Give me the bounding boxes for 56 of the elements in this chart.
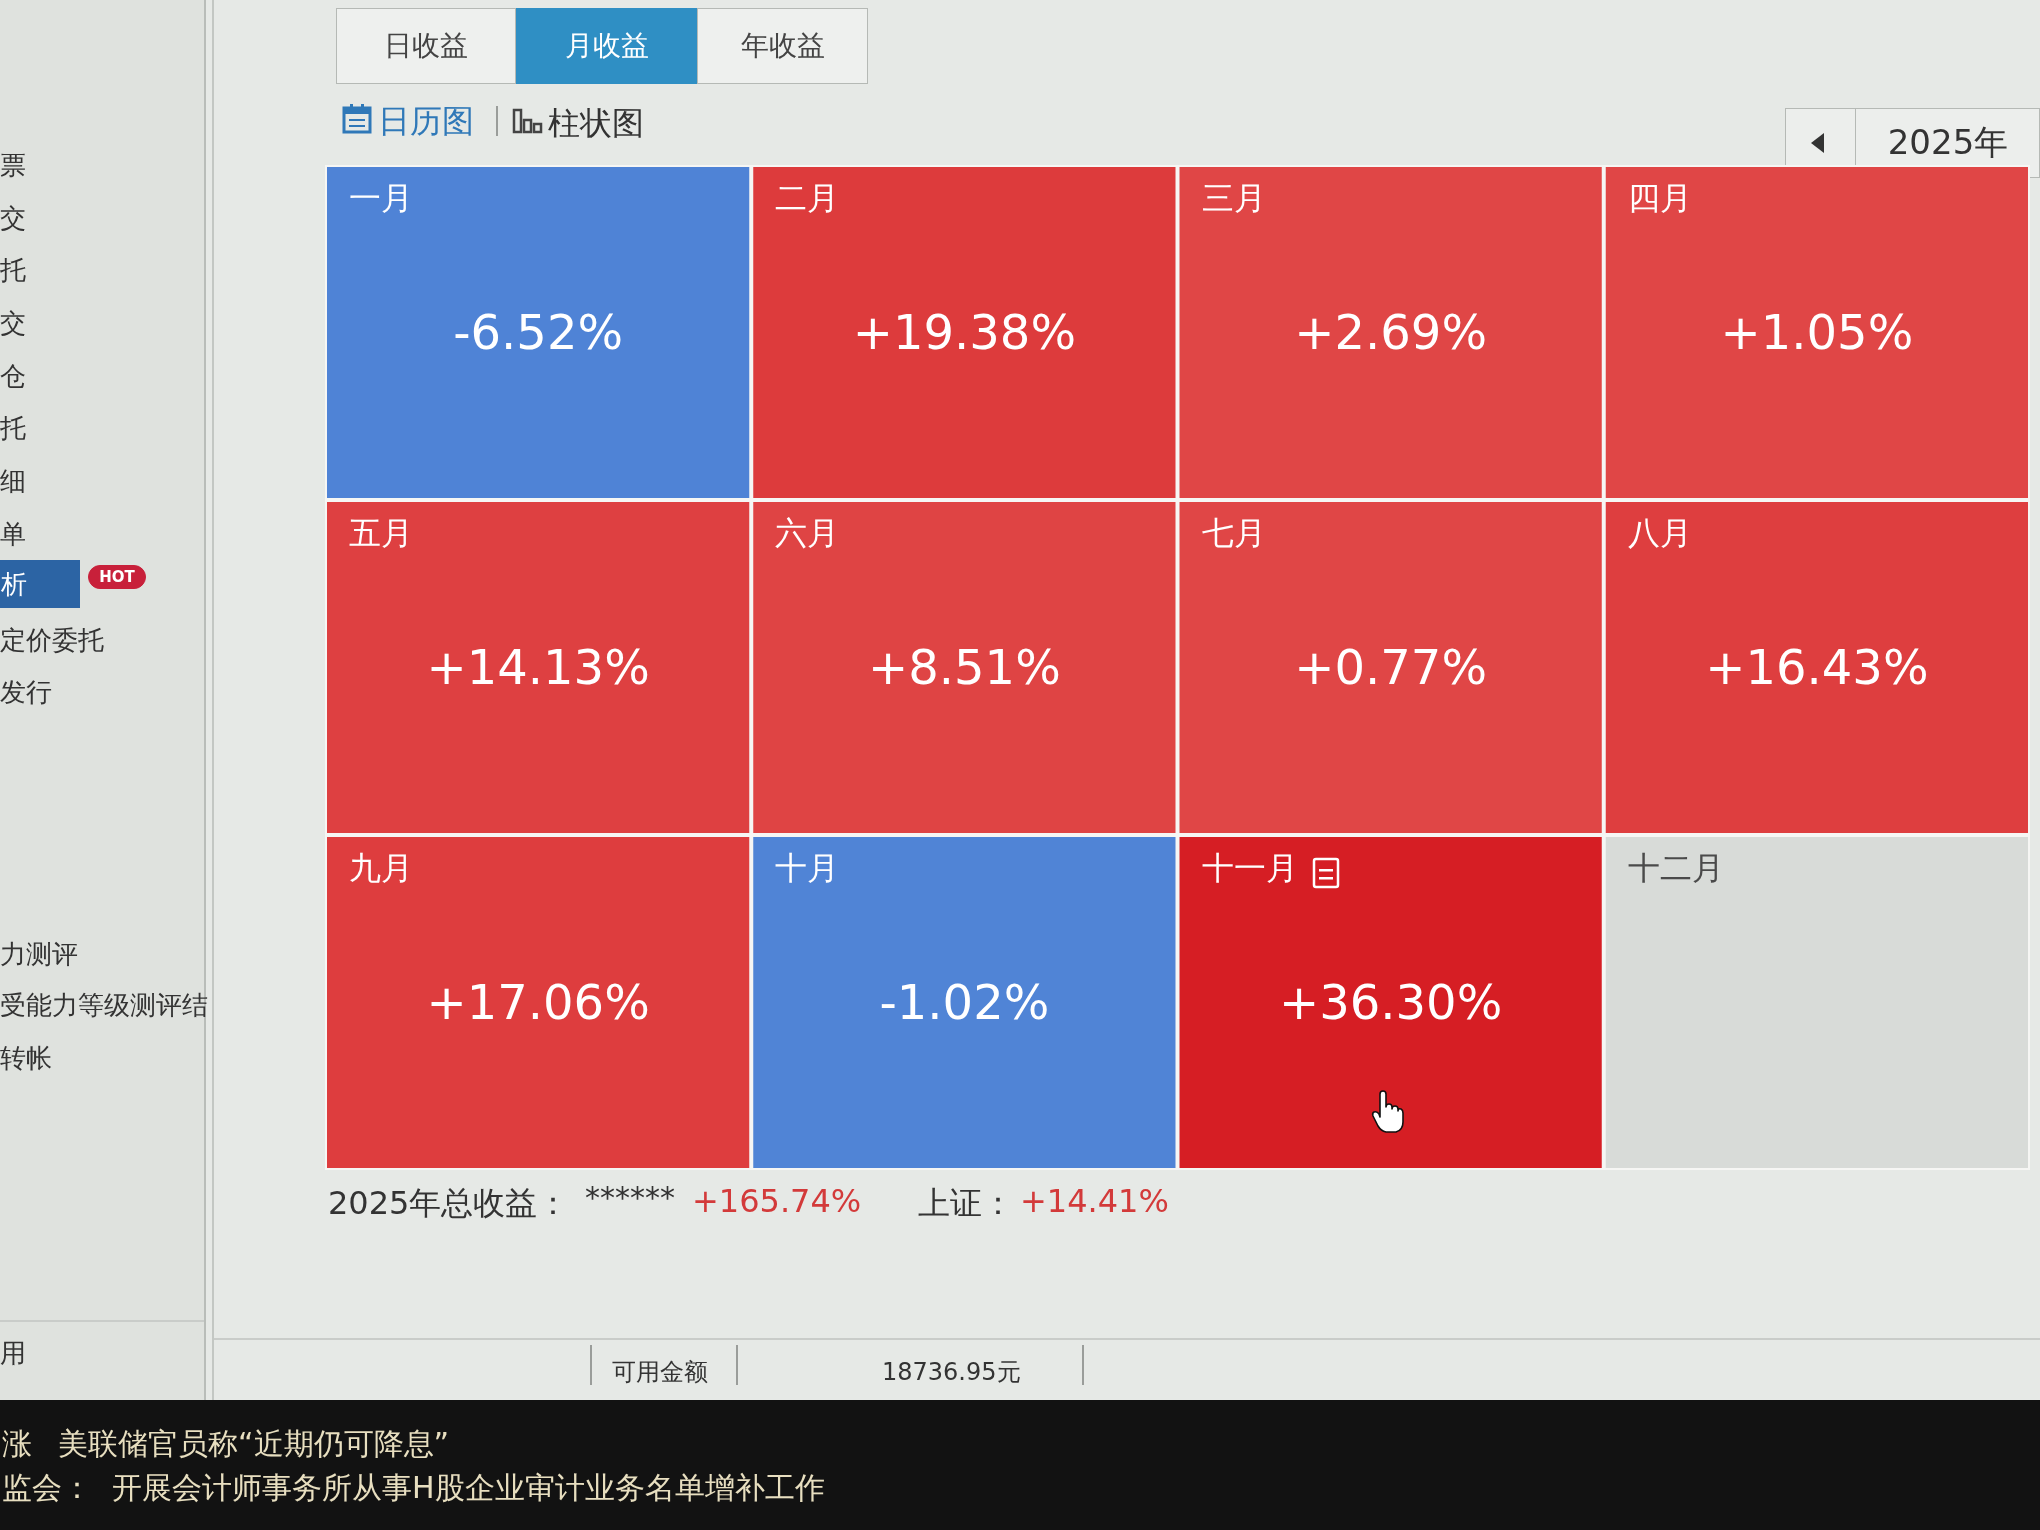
text: 用	[0, 1337, 26, 1370]
text: 转帐	[0, 1042, 52, 1075]
text: 托	[0, 254, 26, 287]
text: 年收益	[697, 8, 868, 84]
category-label: 五月	[349, 514, 413, 553]
text: ******	[585, 1180, 675, 1215]
category-label: 十一月	[1201, 849, 1298, 888]
category-label: 一月	[349, 179, 413, 218]
data-label: +2.69%	[1294, 303, 1487, 360]
text: +165.74%	[692, 1182, 862, 1220]
category-label: 四月	[1627, 179, 1692, 218]
category-label: 三月	[1201, 179, 1266, 218]
data-label: +19.38%	[852, 303, 1076, 360]
text: 美联储官员称“近期仍可降息”	[58, 1425, 450, 1463]
data-label: +14.13%	[426, 638, 650, 695]
text: 上证：	[918, 1183, 1014, 1224]
text: 单	[0, 518, 26, 551]
text: 月收益	[516, 8, 697, 84]
data-label: +1.05%	[1720, 303, 1914, 360]
text: 日历图	[378, 101, 474, 142]
data-label: -1.02%	[879, 973, 1050, 1030]
data-label: +8.51%	[868, 638, 1061, 695]
text: 开展会计师事务所从事H股企业审计业务名单增补工作	[112, 1469, 825, 1507]
text: 2025年总收益：	[328, 1183, 570, 1224]
text: 2025年	[1886, 121, 2010, 164]
text: 受能力等级测评结	[0, 989, 208, 1022]
text: 定价委托	[0, 624, 104, 657]
text: 托	[0, 412, 26, 445]
text: 发行	[0, 676, 52, 709]
text: 析	[0, 560, 80, 608]
text: HOT	[88, 565, 146, 589]
text: 力测评	[0, 938, 78, 971]
data-label: +16.43%	[1705, 638, 1929, 695]
category-label: 十月	[775, 849, 840, 888]
text: 票	[0, 149, 26, 182]
data-label: -6.52%	[453, 303, 624, 360]
category-label: 六月	[775, 514, 840, 553]
text: 细	[0, 465, 26, 498]
text: 涨	[2, 1425, 32, 1463]
category-label: 十二月	[1627, 849, 1724, 888]
text: 监会：	[2, 1469, 92, 1507]
data-label: +36.30%	[1279, 973, 1503, 1030]
text: 可用金额	[612, 1357, 708, 1388]
category-label: 八月	[1627, 514, 1692, 553]
text: 日收益	[336, 8, 516, 84]
category-label: 九月	[349, 849, 413, 888]
text: 柱状图	[548, 103, 644, 144]
text: 交	[0, 202, 26, 235]
text: +14.41%	[1020, 1182, 1169, 1220]
text: 仓	[0, 360, 26, 393]
text: 交	[0, 307, 26, 340]
category-label: 二月	[775, 179, 840, 218]
data-label: +0.77%	[1294, 638, 1487, 695]
data-label: +17.06%	[426, 973, 650, 1030]
category-label: 七月	[1201, 514, 1266, 553]
text: 18736.95元	[882, 1357, 1021, 1388]
